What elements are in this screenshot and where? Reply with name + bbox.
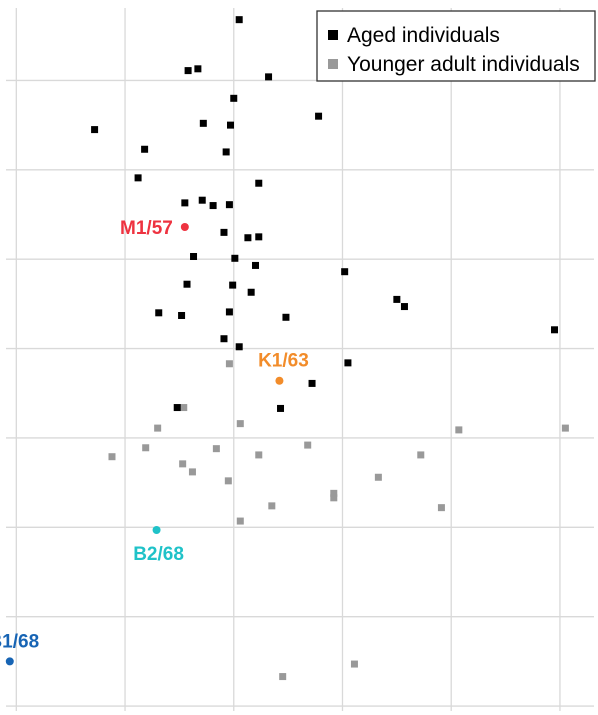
point-younger-adult-individuals: [330, 489, 338, 497]
data-points: [91, 16, 569, 681]
point-younger-adult-individuals: [374, 473, 382, 481]
point-younger-adult-individuals: [255, 451, 263, 459]
point-aged-individuals: [231, 254, 239, 262]
point-younger-adult-individuals: [236, 517, 244, 525]
label-b1-68: B1/68: [0, 631, 39, 652]
label-b2-68: B2/68: [133, 544, 184, 565]
point-younger-adult-individuals: [188, 468, 196, 476]
point-aged-individuals: [227, 121, 235, 129]
point-aged-individuals: [209, 202, 217, 210]
point-aged-individuals: [178, 311, 186, 319]
point-younger-adult-individuals: [561, 424, 569, 432]
point-aged-individuals: [255, 179, 263, 187]
point-aged-individuals: [551, 326, 559, 334]
point-aged-individuals: [194, 65, 202, 73]
point-aged-individuals: [400, 303, 408, 311]
point-aged-individuals: [235, 343, 243, 351]
point-younger-adult-individuals: [179, 460, 187, 468]
point-aged-individuals: [282, 313, 290, 321]
point-younger-adult-individuals: [236, 420, 244, 428]
labeled-points: M1/57 K1/63 B2/68 B1/68: [0, 218, 309, 666]
point-aged-individuals: [155, 309, 163, 317]
label-k1-63: K1/63: [258, 351, 309, 372]
point-aged-individuals: [235, 16, 243, 24]
legend-label-younger-adult-individuals: Younger adult individuals: [347, 53, 580, 76]
point-aged-individuals: [183, 280, 191, 288]
point-younger-adult-individuals: [108, 453, 116, 461]
point-b2-68: [152, 525, 161, 534]
point-aged-individuals: [255, 233, 263, 241]
point-aged-individuals: [252, 261, 260, 269]
point-younger-adult-individuals: [154, 424, 162, 432]
point-younger-adult-individuals: [455, 426, 463, 434]
point-younger-adult-individuals: [437, 504, 445, 512]
point-aged-individuals: [244, 234, 252, 242]
point-b1-68: [5, 657, 14, 666]
point-aged-individuals: [247, 288, 255, 296]
point-aged-individuals: [277, 404, 285, 412]
point-aged-individuals: [134, 174, 142, 182]
legend-marker-aged-individuals: [328, 30, 338, 40]
point-aged-individuals: [393, 295, 401, 303]
point-aged-individuals: [190, 253, 198, 261]
point-aged-individuals: [225, 308, 233, 316]
label-m1-57: M1/57: [120, 218, 173, 239]
legend-label-aged-individuals: Aged individuals: [347, 24, 500, 47]
point-aged-individuals: [91, 126, 99, 134]
point-younger-adult-individuals: [180, 404, 188, 412]
point-m1-57: [180, 223, 189, 232]
point-aged-individuals: [308, 379, 316, 387]
point-aged-individuals: [220, 228, 228, 236]
point-younger-adult-individuals: [224, 477, 232, 485]
point-aged-individuals: [222, 148, 230, 156]
point-younger-adult-individuals: [268, 502, 276, 510]
point-aged-individuals: [184, 67, 192, 75]
point-younger-adult-individuals: [225, 360, 233, 368]
point-aged-individuals: [141, 145, 149, 153]
point-aged-individuals: [341, 268, 349, 276]
point-aged-individuals: [225, 201, 233, 209]
point-younger-adult-individuals: [304, 441, 312, 449]
point-aged-individuals: [229, 281, 237, 289]
legend-marker-younger-adult-individuals: [328, 59, 338, 69]
point-aged-individuals: [265, 73, 273, 81]
point-aged-individuals: [199, 119, 207, 127]
point-aged-individuals: [230, 94, 238, 102]
legend: Aged individuals Younger adult individual…: [316, 10, 596, 82]
point-aged-individuals: [344, 359, 352, 367]
point-aged-individuals: [181, 199, 189, 207]
point-younger-adult-individuals: [330, 494, 338, 502]
point-aged-individuals: [173, 404, 181, 412]
point-younger-adult-individuals: [417, 451, 425, 459]
point-younger-adult-individuals: [350, 660, 358, 668]
point-aged-individuals: [198, 196, 206, 204]
point-younger-adult-individuals: [142, 444, 150, 452]
legend-box: [316, 10, 596, 82]
point-younger-adult-individuals: [212, 445, 220, 453]
point-k1-63: [275, 376, 284, 385]
point-younger-adult-individuals: [279, 673, 287, 681]
point-aged-individuals: [220, 335, 228, 343]
point-aged-individuals: [315, 112, 323, 120]
